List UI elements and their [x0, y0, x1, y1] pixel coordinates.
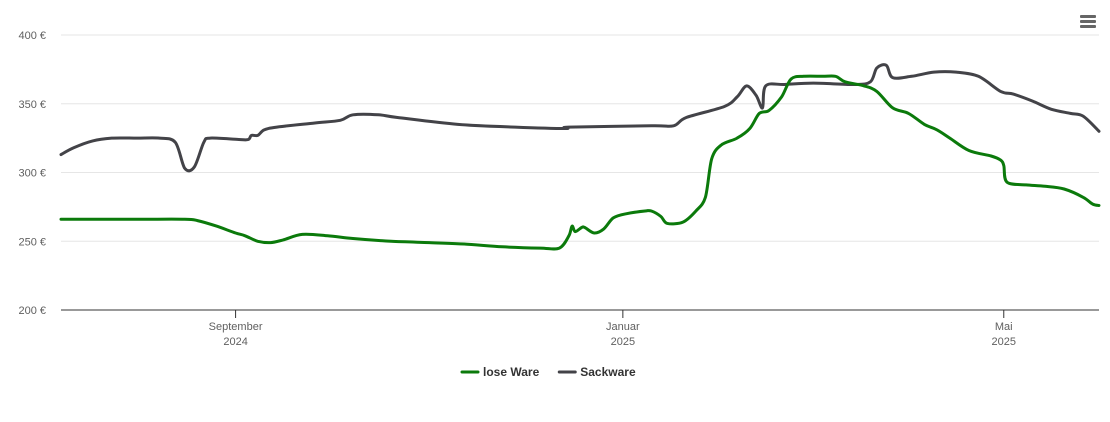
legend[interactable]: lose Ware Sackware	[460, 365, 636, 379]
y-tick-label: 400 €	[18, 30, 46, 42]
series-line-sackware	[59, 63, 1101, 173]
series-line-lose-ware	[59, 74, 1101, 251]
x-tick-label-month: Mai	[995, 321, 1013, 333]
x-tick-label-month: September	[209, 321, 263, 333]
y-axis: 200 € 250 € 300 € 350 € 400 €	[18, 30, 46, 317]
legend-label: lose Ware	[483, 365, 540, 379]
legend-label: Sackware	[580, 365, 636, 379]
y-tick-label: 250 €	[18, 236, 46, 248]
y-tick-label: 300 €	[18, 168, 46, 180]
series-lines	[59, 63, 1101, 251]
legend-item-lose-ware[interactable]: lose Ware	[460, 365, 540, 379]
legend-item-sackware[interactable]: Sackware	[557, 365, 636, 379]
x-axis: September 2024 Januar 2025 Mai 2025	[61, 309, 1099, 348]
y-tick-label: 200 €	[18, 305, 46, 317]
y-tick-label: 350 €	[18, 99, 46, 111]
x-tick-label-year: 2025	[992, 336, 1016, 348]
x-tick-label-month: Januar	[606, 321, 640, 333]
x-tick-label-year: 2025	[611, 336, 635, 348]
grid-lines	[61, 34, 1099, 242]
x-tick-label-year: 2024	[223, 336, 247, 348]
chart-menu-icon[interactable]	[1076, 10, 1100, 34]
